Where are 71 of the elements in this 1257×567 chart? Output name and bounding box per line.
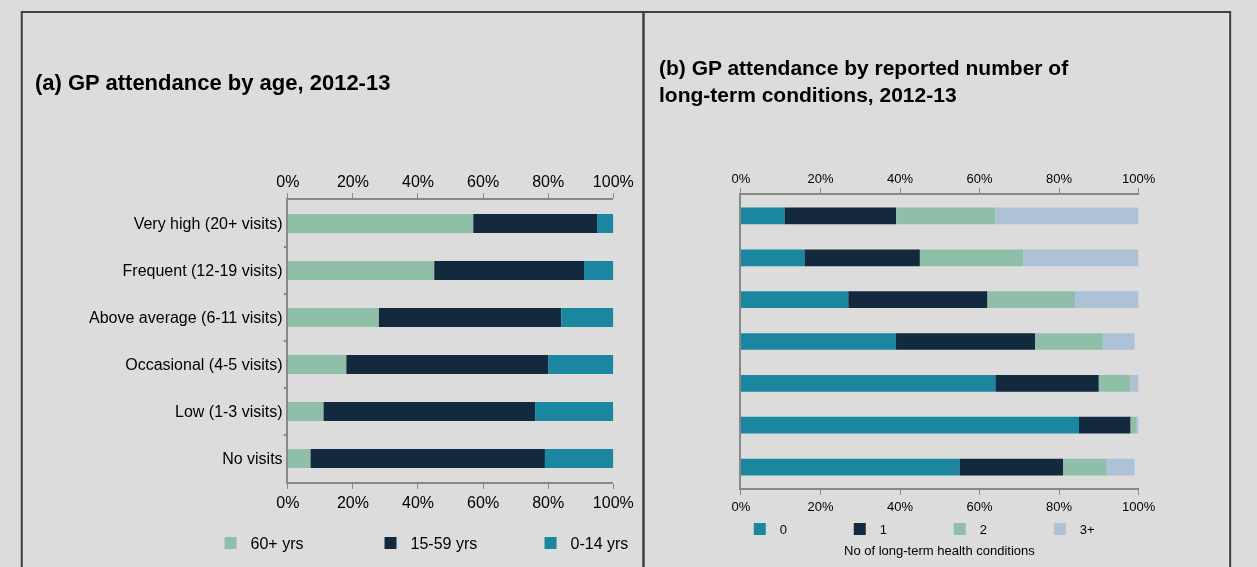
x-tick-label: 40% bbox=[886, 498, 914, 514]
legend-label: 60+ yrs bbox=[250, 535, 304, 553]
bar bbox=[287, 355, 347, 374]
y-tick-label: Occasional (4-5 visits) bbox=[125, 356, 283, 374]
bar bbox=[535, 402, 614, 421]
bar bbox=[287, 214, 474, 233]
bar bbox=[378, 308, 562, 327]
y-tick-label: Above average (6-11 visits) bbox=[89, 309, 283, 327]
bar bbox=[784, 207, 897, 225]
bar bbox=[896, 333, 1036, 350]
legend-label: 1 bbox=[879, 522, 887, 538]
bar bbox=[544, 449, 614, 468]
bar bbox=[1023, 249, 1139, 267]
bar bbox=[584, 261, 614, 280]
bar bbox=[740, 207, 785, 225]
bar bbox=[995, 207, 1139, 225]
x-tick-label: 0% bbox=[276, 172, 300, 190]
x-axis-title: No of long-term health conditions bbox=[844, 543, 1036, 558]
bar bbox=[1035, 333, 1103, 350]
bar bbox=[310, 449, 545, 468]
legend-label: 2 bbox=[979, 522, 987, 538]
bar bbox=[740, 249, 805, 267]
chart-title: (b) GP attendance by reported number of long-term conditions, 2012-13 bbox=[659, 56, 1070, 107]
bar bbox=[434, 261, 584, 280]
bar bbox=[1098, 374, 1131, 392]
bar bbox=[287, 402, 324, 421]
bar bbox=[473, 214, 598, 233]
bar bbox=[848, 291, 988, 309]
y-tick-label: Low (1-3 visits) bbox=[175, 403, 283, 421]
chart-title: (a) GP attendance by age, 2012-13 bbox=[35, 70, 391, 95]
bar bbox=[287, 261, 435, 280]
y-tick-label: Frequent (12-19 visits) bbox=[122, 262, 283, 280]
bar bbox=[287, 449, 311, 468]
bar bbox=[995, 374, 1099, 392]
bar bbox=[287, 308, 379, 327]
bar bbox=[804, 249, 920, 267]
bar bbox=[740, 291, 849, 309]
bar bbox=[323, 402, 536, 421]
legend-label: 0-14 yrs bbox=[570, 535, 629, 553]
bar bbox=[959, 458, 1064, 476]
bar bbox=[987, 291, 1075, 309]
bar bbox=[1074, 291, 1139, 309]
x-tick-label: 40% bbox=[401, 172, 435, 190]
legend-label: 3+ bbox=[1079, 522, 1095, 538]
bar bbox=[740, 416, 1079, 434]
x-tick-label: 0% bbox=[731, 498, 751, 514]
bar bbox=[548, 355, 614, 374]
bar bbox=[346, 355, 549, 374]
bar bbox=[1102, 333, 1135, 350]
x-tick-label: 60% bbox=[467, 172, 500, 190]
x-tick-label: 100% bbox=[592, 172, 634, 190]
bar bbox=[1063, 458, 1107, 476]
bar bbox=[1078, 416, 1131, 434]
y-tick-label: No visits bbox=[222, 450, 283, 468]
x-tick-label: 60% bbox=[966, 498, 993, 514]
bar bbox=[1106, 458, 1135, 476]
bar bbox=[740, 333, 897, 350]
bar bbox=[740, 458, 960, 476]
legend-label: 15-59 yrs bbox=[410, 535, 478, 553]
bar bbox=[597, 214, 614, 233]
bar bbox=[896, 207, 996, 225]
x-tick-label: 20% bbox=[336, 172, 369, 190]
bar bbox=[740, 374, 996, 392]
x-tick-label: 20% bbox=[807, 498, 834, 514]
legend-label: 0 bbox=[779, 522, 787, 538]
bar bbox=[561, 308, 614, 327]
x-tick-label: 100% bbox=[1121, 498, 1156, 514]
bar bbox=[919, 249, 1024, 267]
x-tick-label: 80% bbox=[532, 172, 565, 190]
x-tick-label: 80% bbox=[1046, 498, 1073, 514]
y-tick-label: Very high (20+ visits) bbox=[133, 215, 283, 233]
